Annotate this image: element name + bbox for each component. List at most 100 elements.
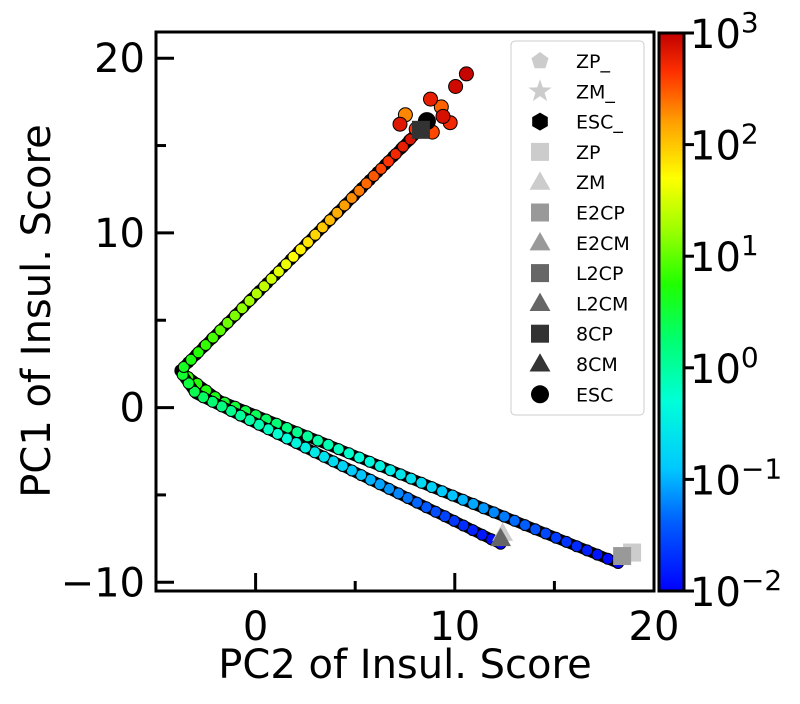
trajectory-point: [394, 468, 407, 481]
trajectory-point: [188, 385, 201, 398]
trajectory-point: [177, 361, 190, 373]
trajectory-point: [182, 377, 195, 390]
legend-label: ZP_: [576, 51, 610, 73]
trajectory-point: [456, 493, 469, 506]
legend-marker: [529, 232, 551, 251]
plot-frame: [154, 30, 656, 593]
endpoint-8cp: [411, 120, 430, 139]
trajectory-outline: [174, 119, 507, 550]
trajectory-point: [272, 265, 285, 278]
y-tick-label: 20: [94, 36, 145, 82]
legend-marker: [532, 112, 548, 131]
trajectory-point: [322, 438, 335, 451]
trajectory-ZM_: [174, 118, 507, 550]
trajectory-point: [294, 243, 307, 256]
colorbar-tick-label: 101: [690, 229, 759, 281]
trajectory-point: [309, 228, 322, 241]
trajectory-point: [384, 464, 397, 477]
legend-label: ZM: [576, 172, 605, 194]
cluster-point: [392, 116, 408, 132]
trajectory-point: [192, 346, 205, 359]
trajectory-point: [258, 280, 271, 293]
trajectory-point: [374, 460, 386, 472]
colorbar-tick-label: 102: [690, 118, 759, 170]
trajectory-point: [397, 140, 409, 153]
trajectory-point: [550, 531, 562, 544]
y-axis-label: PC1 of Insul. Score: [14, 124, 60, 497]
trajectory-point: [265, 272, 278, 285]
colorbar-tick-label: 103: [690, 6, 759, 58]
trajectory-point: [214, 324, 227, 337]
legend-marker: [529, 353, 551, 372]
cluster-point: [448, 79, 464, 94]
trajectory-point: [539, 527, 552, 540]
trajectory-point: [425, 481, 438, 494]
trajectory-point: [529, 523, 542, 536]
legend-label: ZP: [576, 142, 600, 164]
trajectory-layer: [174, 66, 625, 569]
axis-ticks: 0 10 20 −10 0 10 20: [61, 36, 680, 650]
trajectory-point: [477, 502, 490, 515]
legend-marker: [529, 292, 551, 311]
trajectory-point: [353, 451, 366, 464]
trajectory-point: [287, 250, 300, 263]
x-tick-label: 0: [243, 604, 268, 650]
trajectory-point: [207, 331, 219, 344]
trajectory-point: [498, 510, 511, 523]
trajectory-point: [332, 443, 345, 456]
colorbar-tick-label: 10−1: [690, 452, 782, 504]
trajectory-point: [389, 148, 402, 160]
endpoint-markers: [411, 112, 642, 566]
trajectory-point: [405, 472, 418, 485]
trajectory-point: [243, 294, 256, 307]
trajectory-point: [436, 485, 449, 498]
colorbar-tick-label: 10−2: [690, 564, 782, 616]
trajectory-point: [581, 544, 594, 557]
trajectory-point: [591, 548, 604, 561]
trajectory-point: [302, 236, 314, 249]
trajectory-point: [360, 177, 373, 190]
esc-cluster: [392, 66, 474, 140]
endpoint-l2cm: [490, 527, 512, 547]
x-axis-label: PC2 of Insul. Score: [218, 642, 591, 688]
legend-marker: [531, 324, 549, 343]
colorbar-tick-label: 100: [690, 341, 759, 393]
trajectory-point: [363, 455, 376, 468]
trajectory-point: [338, 199, 351, 212]
trajectory-point: [519, 519, 531, 532]
trajectory-point: [570, 540, 583, 553]
trajectory-point: [382, 155, 395, 168]
x-tick-label: 20: [629, 604, 680, 650]
trajectory-point: [323, 214, 336, 227]
legend: ZP_ ZM_ ESC_ ZP ZM E2CP E2CM L2CP L2CM 8CP 8CM ESC: [510, 40, 645, 416]
trajectory-point: [250, 287, 263, 300]
trajectory-point: [601, 552, 614, 565]
trajectory-point: [301, 430, 314, 443]
trajectory-point: [353, 184, 366, 197]
trajectory-point: [446, 489, 459, 502]
trajectory-point: [197, 391, 210, 404]
trajectory-point: [367, 170, 380, 182]
trajectory-point: [280, 258, 293, 271]
cluster-point: [435, 108, 451, 124]
colorbar-gradient: [657, 31, 686, 593]
legend-marker: [531, 52, 549, 69]
colorbar: 10−2 10−1 100 101 102 103: [657, 6, 782, 616]
trajectory-point: [331, 206, 344, 219]
legend-label: 8CP: [576, 324, 613, 346]
y-tick-label: −10: [61, 560, 145, 606]
y-tick-label: 10: [94, 211, 145, 257]
x-tick-label: 10: [429, 604, 480, 650]
legend-label: E2CM: [576, 233, 630, 255]
legend-label: L2CP: [576, 263, 623, 285]
legend-label: ZM_: [576, 81, 615, 103]
trajectory-point: [415, 476, 428, 489]
trajectory-point: [236, 302, 249, 315]
legend-label: ESC_: [576, 112, 623, 134]
cluster-point: [458, 66, 474, 82]
trajectory-point: [185, 353, 198, 366]
legend-box: [510, 40, 645, 416]
legend-marker: [528, 79, 552, 102]
